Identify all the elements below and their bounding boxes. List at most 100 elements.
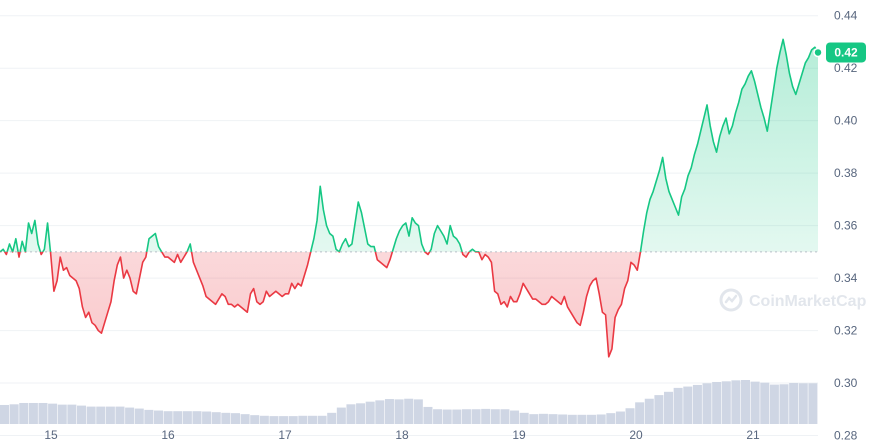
volume-bar: [789, 382, 799, 424]
x-tick-label: 21: [746, 428, 760, 442]
x-tick-label: 18: [395, 428, 409, 442]
volume-bar: [712, 381, 722, 424]
volume-bar: [808, 383, 818, 424]
volume-bar: [635, 402, 645, 424]
volume-bar: [0, 404, 10, 424]
volume-bar: [461, 409, 471, 424]
x-tick-label: 17: [278, 428, 292, 442]
volume-bar: [173, 411, 183, 424]
price-area: [0, 39, 818, 357]
volume-bar: [683, 386, 693, 424]
price-line-down: [0, 251, 642, 358]
volume-bar: [307, 415, 317, 424]
volume-bar: [298, 415, 308, 424]
volume-bar: [211, 412, 221, 424]
volume-bar: [269, 416, 279, 424]
x-tick-label: 16: [161, 428, 175, 442]
volume-bar: [221, 412, 231, 424]
coinmarketcap-logo-wave: [724, 294, 738, 304]
volume-bar: [250, 415, 260, 424]
volume-bar: [702, 383, 712, 424]
y-tick-label: 0.34: [834, 271, 858, 285]
volume-bar: [760, 382, 770, 424]
volume-bar: [163, 411, 173, 424]
volume-bar: [144, 409, 154, 424]
volume-bar: [48, 403, 58, 424]
volume-bar: [692, 384, 702, 424]
y-tick-label: 0.44: [834, 9, 858, 23]
price-line-up: [0, 38, 819, 252]
volume-bar: [327, 412, 337, 424]
volume-bar: [596, 414, 606, 424]
volume-bar: [567, 414, 577, 424]
volume-bar: [529, 414, 539, 424]
current-price-dot: [813, 47, 823, 58]
volume-bar: [721, 381, 731, 424]
volume-bar: [19, 402, 29, 424]
volume-bar: [779, 384, 789, 424]
volume-bar: [96, 406, 106, 424]
price-badge-background: [826, 42, 866, 63]
volume-bar: [86, 406, 96, 424]
volume-bar: [664, 391, 674, 424]
volume-bar: [625, 408, 635, 424]
volume-bar: [230, 413, 240, 424]
volume-bar: [288, 416, 298, 424]
volume-bar: [38, 402, 48, 424]
volume-bar: [336, 407, 346, 424]
volume-bar: [731, 380, 741, 424]
volume-bar: [76, 405, 87, 424]
y-tick-label: 0.28: [834, 429, 858, 443]
volume-bar: [356, 403, 366, 424]
y-tick-label: 0.42: [834, 61, 858, 75]
volume-bar: [644, 398, 654, 424]
volume-bar: [798, 383, 808, 424]
volume-bar: [481, 408, 491, 424]
volume-bars: [0, 380, 818, 424]
volume-bar: [548, 414, 558, 424]
current-price-badge: 0.42: [826, 42, 866, 63]
y-tick-label: 0.32: [834, 324, 858, 338]
volume-bar: [654, 395, 664, 424]
volume-bar: [500, 409, 510, 424]
volume-bar: [394, 399, 404, 424]
y-tick-label: 0.38: [834, 166, 858, 180]
volume-bar: [105, 406, 115, 424]
volume-bar: [769, 384, 779, 424]
volume-bar: [153, 410, 163, 424]
y-tick-label: 0.40: [834, 114, 858, 128]
volume-bar: [9, 404, 19, 424]
volume-bar: [538, 413, 548, 424]
volume-bar: [125, 407, 135, 424]
volume-bar: [510, 410, 520, 424]
y-axis-ticks: 0.44 0.42 0.40 0.38 0.36 0.34 0.32 0.30 0.28: [834, 9, 858, 443]
watermark-text: CoinMarketCap: [749, 293, 867, 310]
volume-bar: [423, 406, 433, 424]
watermark: CoinMarketCap: [719, 288, 867, 312]
volume-bar: [750, 381, 760, 424]
volume-bar: [182, 411, 192, 424]
volume-bar: [375, 400, 385, 424]
volume-bar: [57, 404, 67, 424]
volume-bar: [615, 411, 625, 424]
x-tick-label: 20: [629, 428, 643, 442]
volume-bar: [741, 380, 751, 424]
volume-bar: [365, 401, 375, 424]
x-tick-label: 15: [44, 428, 58, 442]
volume-bar: [452, 409, 462, 424]
volume-bar: [28, 402, 38, 424]
coinmarketcap-logo-icon: [719, 288, 743, 312]
y-tick-label: 0.30: [834, 376, 858, 390]
price-badge-label: 0.42: [834, 45, 858, 59]
volume-bar: [442, 409, 452, 424]
volume-bar: [558, 414, 568, 424]
price-area-up: [0, 39, 818, 252]
volume-bar: [433, 409, 443, 424]
volume-bar: [577, 414, 587, 424]
volume-bar: [384, 399, 394, 424]
y-tick-label: 0.36: [834, 219, 858, 233]
x-axis-ticks: 15 16 17 18 19 20 21: [44, 428, 760, 442]
price-line: [0, 38, 819, 358]
volume-bar: [606, 413, 616, 424]
volume-bar: [413, 399, 423, 424]
